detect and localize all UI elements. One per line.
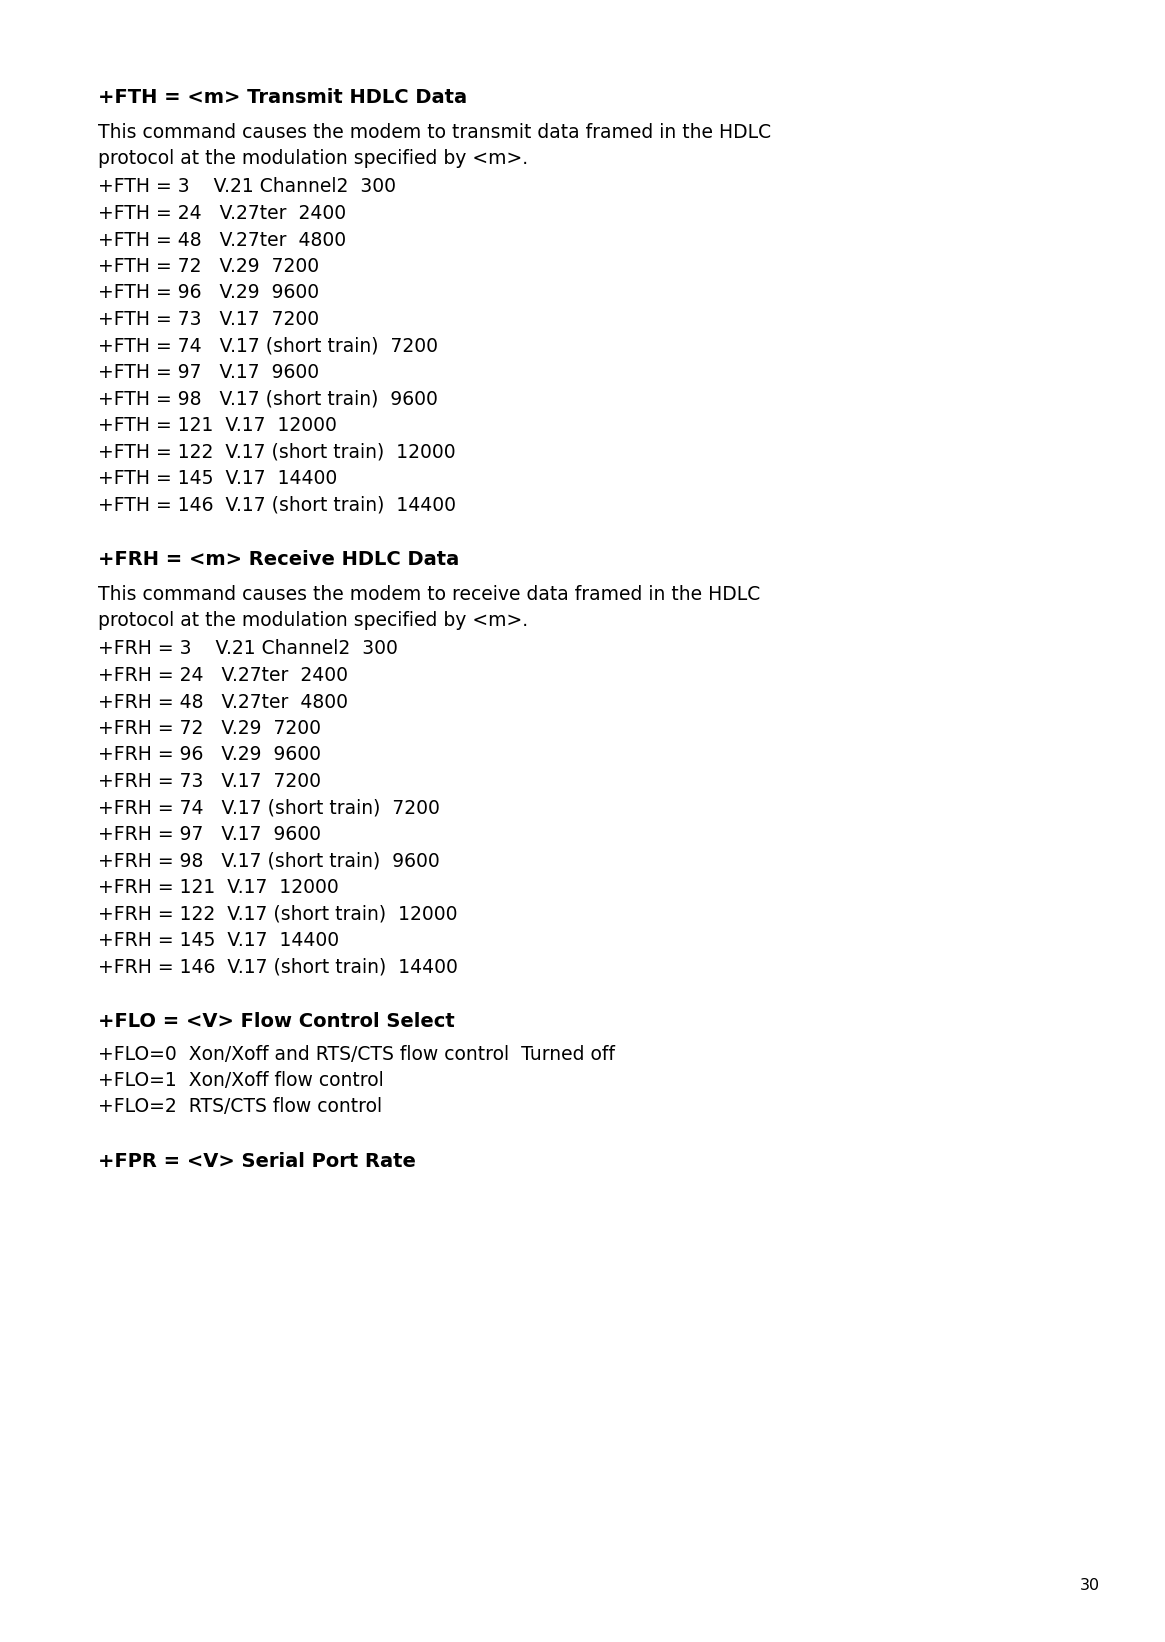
Text: +FTH = 145  V.17  14400: +FTH = 145 V.17 14400 (98, 470, 337, 488)
Text: +FLO=0  Xon/Xoff and RTS/CTS flow control  Turned off: +FLO=0 Xon/Xoff and RTS/CTS flow control… (98, 1044, 615, 1064)
Text: +FRH = 98   V.17 (short train)  9600: +FRH = 98 V.17 (short train) 9600 (98, 852, 439, 870)
Text: +FRH = 74   V.17 (short train)  7200: +FRH = 74 V.17 (short train) 7200 (98, 798, 440, 818)
Text: +FRH = 73   V.17  7200: +FRH = 73 V.17 7200 (98, 772, 322, 791)
Text: +FRH = 24   V.27ter  2400: +FRH = 24 V.27ter 2400 (98, 667, 348, 685)
Text: +FTH = 48   V.27ter  4800: +FTH = 48 V.27ter 4800 (98, 230, 346, 250)
Text: +FRH = 146  V.17 (short train)  14400: +FRH = 146 V.17 (short train) 14400 (98, 957, 458, 977)
Text: +FRH = 96   V.29  9600: +FRH = 96 V.29 9600 (98, 745, 322, 765)
Text: +FTH = 3    V.21 Channel2  300: +FTH = 3 V.21 Channel2 300 (98, 177, 396, 197)
Text: +FRH = 145  V.17  14400: +FRH = 145 V.17 14400 (98, 931, 339, 951)
Text: protocol at the modulation specified by <m>.: protocol at the modulation specified by … (98, 149, 528, 167)
Text: +FLO=2  RTS/CTS flow control: +FLO=2 RTS/CTS flow control (98, 1097, 382, 1117)
Text: +FRH = 97   V.17  9600: +FRH = 97 V.17 9600 (98, 824, 322, 844)
Text: +FRH = 48   V.27ter  4800: +FRH = 48 V.27ter 4800 (98, 693, 348, 711)
Text: +FTH = 98   V.17 (short train)  9600: +FTH = 98 V.17 (short train) 9600 (98, 389, 438, 409)
Text: This command causes the modem to receive data framed in the HDLC: This command causes the modem to receive… (98, 585, 761, 604)
Text: +FTH = 74   V.17 (short train)  7200: +FTH = 74 V.17 (short train) 7200 (98, 337, 438, 356)
Text: +FRH = 72   V.29  7200: +FRH = 72 V.29 7200 (98, 719, 322, 737)
Text: +FRH = 121  V.17  12000: +FRH = 121 V.17 12000 (98, 878, 339, 897)
Text: +FLO=1  Xon/Xoff flow control: +FLO=1 Xon/Xoff flow control (98, 1071, 383, 1090)
Text: +FPR = <V> Serial Port Rate: +FPR = <V> Serial Port Rate (98, 1153, 416, 1171)
Text: +FRH = 3    V.21 Channel2  300: +FRH = 3 V.21 Channel2 300 (98, 639, 398, 658)
Text: +FTH = 97   V.17  9600: +FTH = 97 V.17 9600 (98, 363, 319, 383)
Text: +FTH = 122  V.17 (short train)  12000: +FTH = 122 V.17 (short train) 12000 (98, 442, 456, 461)
Text: +FLO = <V> Flow Control Select: +FLO = <V> Flow Control Select (98, 1011, 454, 1031)
Text: This command causes the modem to transmit data framed in the HDLC: This command causes the modem to transmi… (98, 123, 771, 141)
Text: +FTH = 146  V.17 (short train)  14400: +FTH = 146 V.17 (short train) 14400 (98, 496, 456, 514)
Text: +FTH = 96   V.29  9600: +FTH = 96 V.29 9600 (98, 284, 319, 302)
Text: +FTH = 121  V.17  12000: +FTH = 121 V.17 12000 (98, 415, 337, 435)
Text: +FTH = <m> Transmit HDLC Data: +FTH = <m> Transmit HDLC Data (98, 89, 467, 107)
Text: +FTH = 72   V.29  7200: +FTH = 72 V.29 7200 (98, 258, 319, 276)
Text: +FTH = 73   V.17  7200: +FTH = 73 V.17 7200 (98, 310, 319, 328)
Text: protocol at the modulation specified by <m>.: protocol at the modulation specified by … (98, 611, 528, 631)
Text: +FRH = <m> Receive HDLC Data: +FRH = <m> Receive HDLC Data (98, 550, 459, 570)
Text: +FRH = 122  V.17 (short train)  12000: +FRH = 122 V.17 (short train) 12000 (98, 905, 458, 923)
Text: +FTH = 24   V.27ter  2400: +FTH = 24 V.27ter 2400 (98, 204, 346, 223)
Text: 30: 30 (1080, 1578, 1100, 1593)
